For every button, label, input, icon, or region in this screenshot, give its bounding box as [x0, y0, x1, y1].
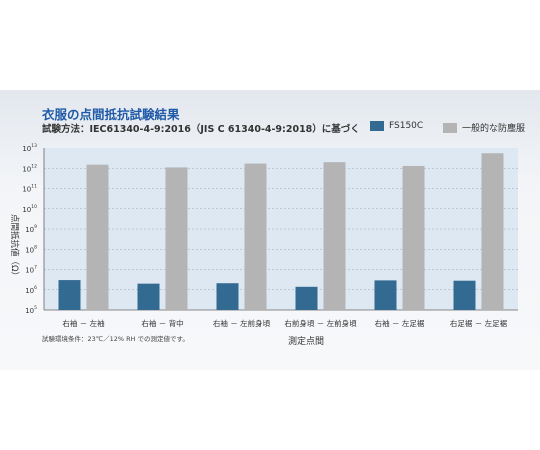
legend-label-fs150c: FS150C	[389, 121, 424, 131]
grid-lines	[43, 148, 518, 311]
y-tick-label: 108	[25, 244, 37, 254]
footnote: 試験環境条件：23℃／12% RH での測定値です。	[42, 335, 189, 343]
bar-general	[402, 165, 425, 310]
x-tick-label: 右前身頃 － 左前身頃	[284, 318, 357, 328]
bars	[58, 153, 504, 310]
y-tick-label: 1011	[22, 184, 37, 194]
x-tick-label: 右袖 － 左前身頃	[213, 318, 271, 328]
y-tick-label: 105	[25, 305, 37, 315]
bar-fs150c	[216, 283, 239, 310]
x-tick-label: 右袖 － 背中	[141, 318, 183, 328]
x-tick-labels: 右袖 － 左袖 右袖 － 背中 右袖 － 左前身頃 右前身頃 － 左前身頃 右袖 － 左…	[62, 318, 507, 328]
bar-fs150c	[453, 280, 476, 310]
y-axis-label: 点間抵抗値（Ω）	[9, 214, 21, 280]
legend-item-fs150c: FS150C	[370, 121, 423, 131]
legend-swatch-general	[443, 122, 457, 133]
y-tick-label: 106	[25, 285, 37, 295]
y-tick-label: 1013	[22, 143, 37, 153]
legend-swatch-fs150c	[370, 121, 384, 131]
y-tick-label: 1010	[22, 204, 37, 214]
x-tick-label: 右袖 － 左足裾	[375, 318, 425, 328]
x-axis-label: 測定点間	[288, 337, 325, 347]
bar-fs150c	[374, 280, 397, 310]
bar-general	[323, 162, 346, 310]
y-tick-label: 109	[25, 224, 37, 234]
legend-label-general: 一般的な防塵服	[462, 124, 526, 134]
chart-title: 衣服の点間抵抗試験結果	[42, 107, 180, 122]
bar-general	[86, 164, 109, 310]
y-tick-label: 1012	[22, 163, 37, 173]
legend-item-general: 一般的な防塵服	[443, 121, 525, 134]
bar-general	[481, 153, 504, 310]
bar-general	[244, 163, 267, 310]
x-tick-label: 右袖 － 左袖	[62, 318, 104, 328]
bar-fs150c	[58, 280, 81, 310]
bar-fs150c	[295, 286, 318, 310]
y-tick-label: 107	[25, 265, 37, 275]
y-tick-labels: 105 106 107 108 109 1010 1011 1012 1013	[22, 143, 37, 315]
bar-fs150c	[137, 283, 160, 310]
chart-subtitle: 試験方法：IEC61340-4-9:2016（JIS C 61340-4-9:2…	[42, 124, 360, 135]
bar-general	[165, 167, 188, 310]
x-tick-label: 右足裾 － 左足裾	[450, 318, 508, 328]
